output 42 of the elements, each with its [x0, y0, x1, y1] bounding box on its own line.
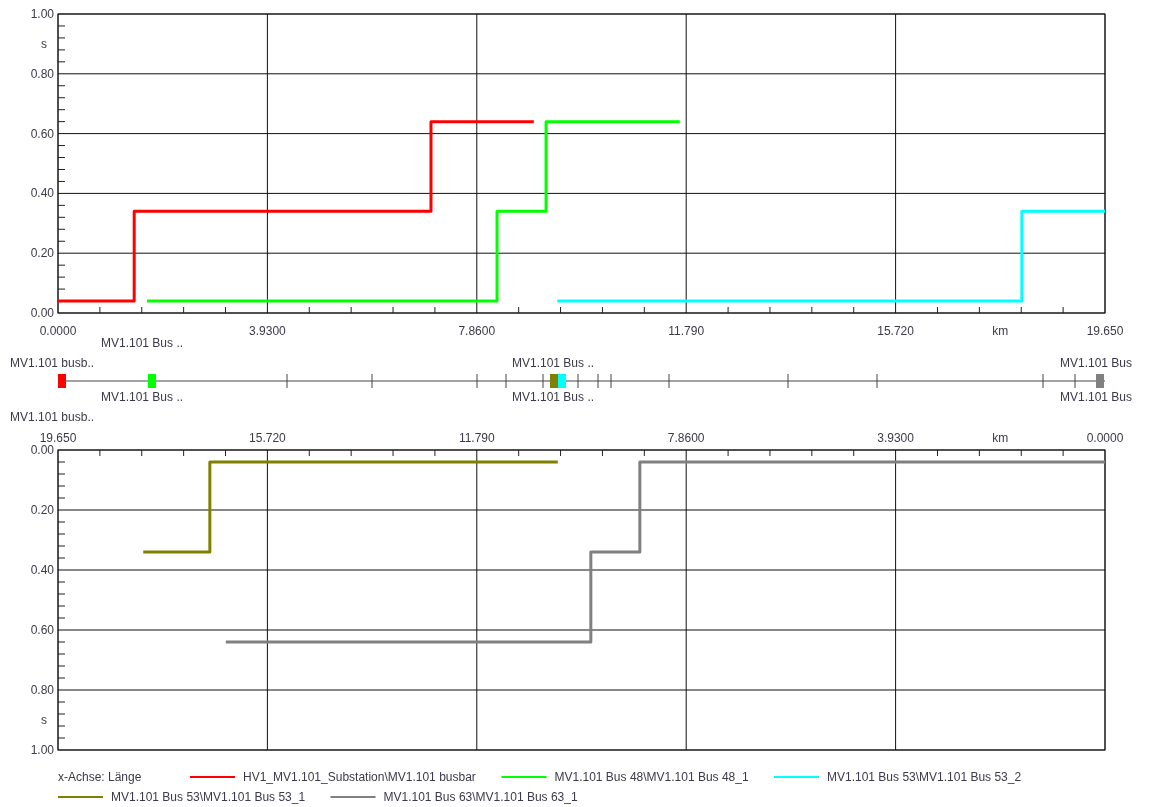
text: MV1.101 Bus .. — [101, 390, 184, 404]
x-tick-label: 15.720 — [877, 324, 915, 338]
y-tick-label: 0.60 — [30, 623, 55, 637]
x-tick-label: 19.650 — [1086, 324, 1124, 338]
x-axis-title: km — [992, 324, 1009, 338]
y-tick-label: 0.20 — [30, 246, 55, 261]
y-axis-title: s — [41, 713, 47, 727]
y-tick-label: 0.40 — [30, 186, 55, 201]
y-tick-label: 1.00 — [30, 7, 55, 21]
y-tick-label: 1.00 — [30, 743, 55, 757]
x-axis-title: km — [992, 431, 1009, 445]
y-tick-label: 0.40 — [30, 563, 55, 577]
y-tick-label: 0.00 — [30, 443, 55, 457]
y-tick-label: 0.20 — [30, 503, 55, 517]
text: MV1.101 Bus .. — [512, 356, 595, 370]
legend-label: MV1.101 Bus 53\MV1.101 Bus 53_1 — [111, 790, 306, 804]
legend-label: MV1.101 Bus 53\MV1.101 Bus 53_2 — [827, 770, 1022, 784]
x-tick-label: 7.8600 — [667, 431, 705, 445]
text: MV1.101 Bus — [1060, 356, 1133, 370]
text: x-Achse: Länge — [58, 770, 142, 784]
x-tick-label: 7.8600 — [458, 324, 496, 338]
text: MV1.101 Bus .. — [512, 390, 595, 404]
y-axis-title: s — [41, 36, 47, 51]
x-tick-label: 11.790 — [458, 431, 496, 445]
x-tick-label: 0.0000 — [1086, 431, 1124, 445]
y-tick-label: 0.80 — [30, 683, 55, 697]
x-tick-label: 15.720 — [249, 431, 287, 445]
y-tick-label: 0.80 — [30, 66, 55, 81]
text: MV1.101 Bus .. — [101, 336, 184, 350]
x-tick-label: 19.650 — [39, 431, 77, 445]
y-tick-label: 0.60 — [30, 126, 55, 141]
text: MV1.101 busb.. — [10, 410, 95, 424]
x-tick-label: 11.790 — [668, 324, 705, 338]
x-tick-label: 3.9300 — [249, 324, 287, 338]
x-tick-label: 3.9300 — [877, 431, 915, 445]
text: MV1.101 Bus — [1060, 390, 1133, 404]
legend-label: HV1_MV1.101_Substation\MV1.101 busbar — [243, 770, 476, 784]
text: MV1.101 busb.. — [10, 356, 95, 370]
y-tick-label: 0.00 — [30, 306, 55, 320]
x-tick-label: 0.0000 — [39, 324, 77, 338]
legend-label: MV1.101 Bus 48\MV1.101 Bus 48_1 — [554, 770, 749, 784]
legend-label: MV1.101 Bus 63\MV1.101 Bus 63_1 — [383, 790, 578, 804]
